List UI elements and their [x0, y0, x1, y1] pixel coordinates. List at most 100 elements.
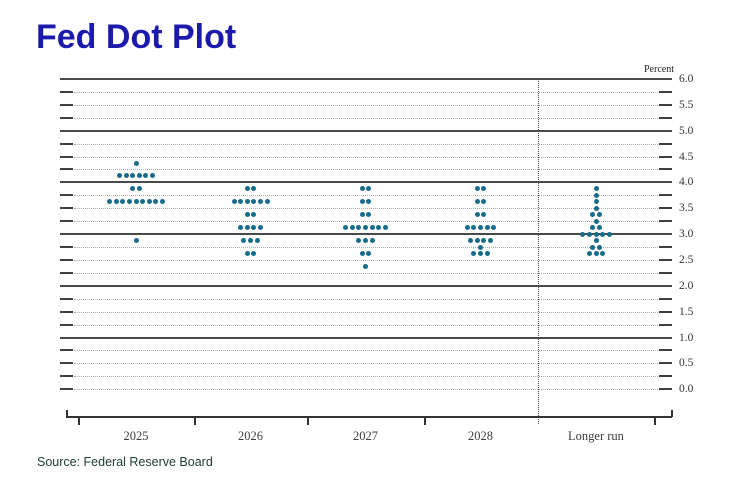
projection-dot	[593, 218, 599, 224]
y-tick-right	[659, 362, 672, 365]
gridline-5	[60, 129, 672, 132]
y-tick-right	[659, 194, 672, 197]
projection-dot	[133, 238, 139, 244]
gridline-2.75	[74, 247, 658, 249]
projection-dot	[133, 199, 139, 205]
gridline-3.75	[74, 195, 658, 197]
projection-dot	[130, 173, 136, 179]
projection-dot	[238, 199, 244, 205]
gridline-6	[60, 78, 672, 80]
projection-dot	[593, 238, 599, 244]
y-tick-left	[60, 116, 73, 119]
y-tick-left	[60, 168, 73, 171]
projection-dot	[478, 225, 483, 231]
x-axis-category-label: 2025	[123, 429, 149, 443]
y-tick-left	[60, 220, 73, 223]
y-tick-left	[60, 90, 73, 93]
projection-dot	[366, 250, 372, 256]
projection-dot	[123, 173, 129, 179]
gridline-4	[60, 181, 672, 184]
gridline-3.5	[74, 208, 658, 210]
projection-dot	[481, 212, 487, 218]
projection-dot	[481, 186, 487, 192]
x-axis-tick	[654, 417, 656, 425]
gridline-0.25	[74, 376, 658, 378]
projection-dot	[130, 186, 136, 192]
projection-dot	[590, 225, 596, 231]
y-tick-left	[60, 271, 73, 274]
gridline-1.5	[74, 311, 658, 313]
y-axis-label: 6.0	[679, 73, 694, 85]
projection-dot	[359, 186, 365, 192]
projection-dot	[464, 225, 470, 231]
projection-dot	[586, 250, 592, 256]
y-tick-right	[659, 168, 672, 171]
projection-dot	[580, 231, 586, 237]
projection-dot	[359, 199, 365, 205]
x-axis-category-label: 2026	[238, 429, 263, 443]
projection-dot	[376, 225, 382, 231]
y-tick-left	[60, 155, 73, 158]
projection-dot	[257, 225, 263, 231]
x-axis-tick	[307, 417, 309, 425]
projection-dot	[136, 173, 142, 179]
gridline-2.25	[74, 272, 658, 274]
y-axis-label: 1.0	[679, 331, 694, 344]
projection-dot	[474, 186, 480, 192]
projection-dot	[356, 238, 362, 244]
projection-dot	[593, 192, 599, 198]
x-axis-tick	[424, 417, 426, 425]
gridline-2.5	[74, 259, 658, 261]
y-tick-right	[659, 220, 672, 223]
projection-dot	[248, 238, 253, 244]
projection-dot	[369, 225, 375, 231]
projection-dot	[133, 160, 139, 166]
y-tick-left	[60, 349, 73, 352]
y-axis-label: 3.5	[679, 202, 694, 215]
projection-dot	[600, 231, 606, 237]
y-axis-label: 2.5	[679, 253, 694, 266]
longer-run-separator	[538, 79, 539, 424]
projection-dot	[484, 250, 490, 256]
projection-dot	[113, 199, 119, 205]
projection-dot	[136, 186, 142, 192]
y-axis-label: 0.0	[679, 383, 694, 396]
projection-dot	[254, 238, 260, 244]
x-axis-category-label: Longer run	[568, 429, 624, 443]
projection-dot	[590, 244, 596, 250]
projection-dot	[369, 238, 375, 244]
x-axis-end-tick	[66, 410, 68, 417]
y-axis-label: 5.5	[679, 98, 694, 111]
projection-dot	[356, 225, 362, 231]
gridline-5.5	[74, 104, 658, 106]
projection-dot	[606, 231, 612, 237]
projection-dot	[359, 250, 365, 256]
gridline-0.75	[74, 350, 658, 352]
y-tick-left	[60, 194, 73, 197]
projection-dot	[264, 199, 270, 205]
projection-dot	[244, 250, 250, 256]
projection-dot	[474, 238, 480, 244]
projection-dot	[143, 173, 149, 179]
x-axis-tick	[78, 417, 80, 425]
y-tick-left	[60, 142, 73, 145]
projection-dot	[126, 199, 132, 205]
projection-dot	[244, 212, 250, 218]
projection-dot	[146, 199, 152, 205]
projection-dot	[244, 199, 250, 205]
projection-dot	[251, 225, 257, 231]
y-tick-right	[659, 258, 672, 261]
projection-dot	[366, 199, 372, 205]
y-tick-right	[659, 155, 672, 158]
projection-dot	[153, 199, 159, 205]
projection-dot	[363, 238, 368, 244]
gridline-2	[60, 284, 672, 287]
projection-dot	[251, 212, 257, 218]
gridline-1.75	[74, 298, 658, 300]
projection-dot	[596, 225, 602, 231]
x-axis-end-tick	[671, 410, 673, 417]
gridline-1.25	[74, 324, 658, 326]
y-axis-label: 1.5	[679, 305, 694, 318]
gridline-5.25	[74, 117, 658, 119]
